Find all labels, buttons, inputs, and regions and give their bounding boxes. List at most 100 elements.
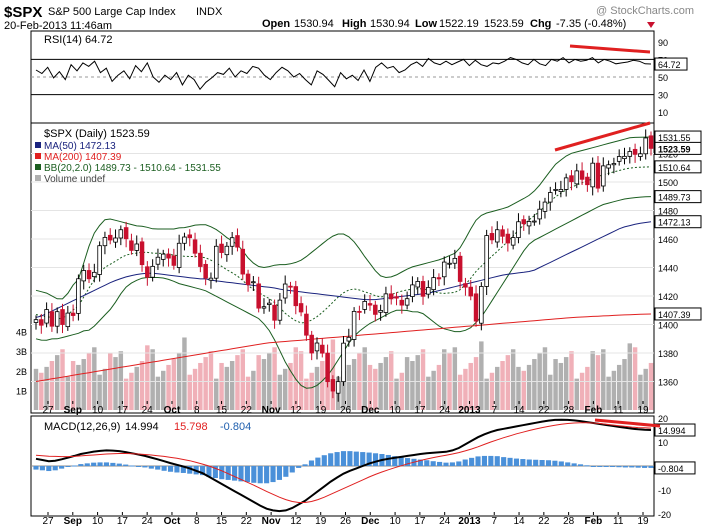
candle-body bbox=[548, 192, 553, 203]
date-tick-label: 22 bbox=[241, 405, 253, 416]
volume-bar bbox=[622, 359, 627, 410]
candle-body bbox=[288, 285, 293, 288]
macd-legend-name: MACD(12,26,9) bbox=[44, 421, 120, 433]
volume-bar bbox=[166, 364, 171, 410]
volume-bar bbox=[532, 359, 537, 410]
volume-bar bbox=[81, 359, 86, 410]
date-tick-label: Feb bbox=[585, 405, 603, 416]
macd-tick-label: -10 bbox=[658, 486, 671, 496]
volume-bar bbox=[579, 372, 585, 410]
candle-body bbox=[118, 229, 124, 239]
candle-body bbox=[622, 155, 627, 160]
macd-histogram-bar bbox=[405, 458, 411, 466]
legend-swatch bbox=[35, 175, 41, 181]
macd-histogram-bar bbox=[91, 462, 97, 466]
volume-tick-label: 3B bbox=[16, 347, 27, 357]
price-tick-label: 1500 bbox=[658, 178, 678, 188]
candle-body bbox=[224, 245, 230, 256]
date-tick-label: 22 bbox=[538, 405, 550, 416]
volume-bar bbox=[214, 378, 219, 410]
candle-body bbox=[362, 301, 367, 310]
candle-body bbox=[176, 242, 182, 268]
volume-bar bbox=[298, 351, 304, 410]
candle-body bbox=[457, 255, 463, 282]
candle-body bbox=[160, 253, 166, 260]
candle-body bbox=[251, 281, 256, 284]
volume-bar bbox=[277, 374, 283, 410]
volume-bar bbox=[410, 361, 415, 410]
volume-bar bbox=[203, 357, 208, 410]
volume-bar bbox=[245, 376, 251, 410]
macd-histogram-bar bbox=[424, 460, 430, 466]
date-tick-label: 15 bbox=[216, 516, 228, 527]
candle-body bbox=[643, 137, 648, 155]
candle-body bbox=[155, 256, 161, 265]
price-value-tag bbox=[654, 215, 702, 229]
macd-tick-label: 20 bbox=[658, 414, 668, 424]
volume-bar bbox=[442, 349, 447, 410]
candle-body bbox=[521, 219, 527, 225]
volume-bar bbox=[288, 362, 293, 410]
volume-bar bbox=[123, 378, 129, 410]
low-label: Low bbox=[415, 18, 437, 30]
macd-histogram-bar bbox=[264, 466, 270, 484]
macd-histogram-bar bbox=[187, 466, 193, 474]
macd-histogram-bar bbox=[225, 466, 231, 480]
volume-bar bbox=[383, 357, 389, 410]
date-tick-label: Dec bbox=[361, 405, 380, 416]
candle-body bbox=[426, 287, 431, 295]
macd-histogram-bar bbox=[430, 461, 436, 466]
volume-bar bbox=[272, 347, 277, 410]
date-tick-label: 14 bbox=[513, 405, 525, 416]
open-value: 1530.94 bbox=[294, 18, 334, 30]
volume-bar bbox=[65, 376, 71, 410]
macd-histogram-bar bbox=[347, 451, 353, 466]
candle-body bbox=[330, 379, 336, 392]
macd-histogram-bar bbox=[443, 462, 449, 466]
volume-bar bbox=[49, 361, 55, 410]
volume-bar bbox=[251, 370, 256, 410]
volume-bar bbox=[495, 366, 500, 410]
volume-bar bbox=[224, 366, 230, 410]
price-value-tag bbox=[654, 307, 702, 321]
volume-bar bbox=[521, 370, 526, 410]
volume-bar bbox=[648, 362, 654, 410]
volume-bar bbox=[436, 364, 442, 410]
candle-body bbox=[219, 243, 224, 253]
date-tick-label: Dec bbox=[361, 516, 380, 527]
volume-bar bbox=[235, 355, 240, 410]
candle-body bbox=[516, 221, 521, 238]
candle-body bbox=[256, 283, 261, 309]
candle-body bbox=[601, 165, 606, 187]
volume-bar bbox=[367, 364, 373, 410]
volume-bar bbox=[452, 347, 458, 410]
macd-histogram-bar bbox=[39, 466, 45, 471]
volume-bar bbox=[542, 347, 548, 410]
macd-histogram-bar bbox=[552, 460, 558, 466]
candle-body bbox=[436, 277, 442, 280]
volume-bar bbox=[309, 372, 314, 410]
macd-trendline-annotation bbox=[594, 418, 661, 428]
date-tick-label: 27 bbox=[42, 405, 54, 416]
date-tick-label: 10 bbox=[390, 405, 402, 416]
volume-bar bbox=[155, 376, 161, 410]
volume-bar bbox=[574, 378, 580, 410]
macd-histogram-bar bbox=[84, 463, 90, 466]
volume-bar bbox=[611, 370, 617, 410]
rsi-tick-label: 50 bbox=[658, 73, 668, 83]
macd-histogram-bar bbox=[539, 460, 545, 466]
date-tick-label: 10 bbox=[92, 405, 104, 416]
volume-tick-label: 1B bbox=[16, 386, 27, 396]
macd-tick-label: -20 bbox=[658, 510, 671, 520]
volume-bar bbox=[129, 372, 134, 410]
candle-body bbox=[298, 303, 304, 313]
volume-bar bbox=[219, 362, 224, 410]
rsi-plot: 907050301064.72 bbox=[31, 38, 688, 118]
date-tick-label: 17 bbox=[117, 516, 129, 527]
volume-bar bbox=[558, 362, 564, 410]
rsi-tick-label: 10 bbox=[658, 108, 668, 118]
macd-histogram-bar bbox=[302, 464, 308, 466]
macd-histogram-bar bbox=[244, 466, 250, 483]
date-tick-label: 11 bbox=[613, 405, 624, 416]
